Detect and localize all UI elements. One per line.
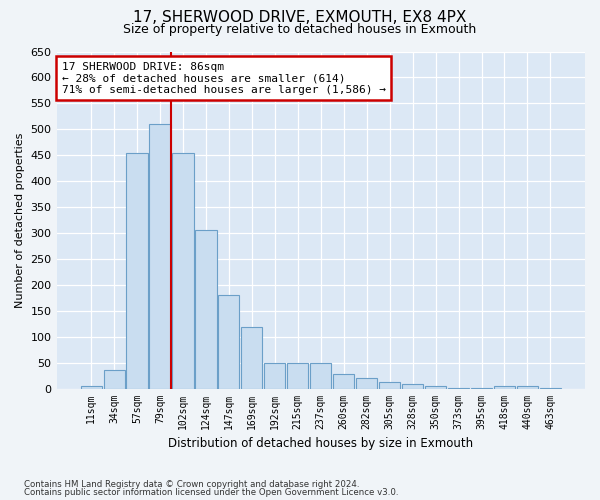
Text: Contains HM Land Registry data © Crown copyright and database right 2024.: Contains HM Land Registry data © Crown c… <box>24 480 359 489</box>
Text: 17, SHERWOOD DRIVE, EXMOUTH, EX8 4PX: 17, SHERWOOD DRIVE, EXMOUTH, EX8 4PX <box>133 10 467 25</box>
Text: Contains public sector information licensed under the Open Government Licence v3: Contains public sector information licen… <box>24 488 398 497</box>
Y-axis label: Number of detached properties: Number of detached properties <box>15 132 25 308</box>
Bar <box>333 374 354 388</box>
Bar <box>149 124 170 388</box>
Bar <box>196 230 217 388</box>
Bar <box>402 384 423 388</box>
Bar <box>287 362 308 388</box>
Bar <box>379 382 400 388</box>
Bar <box>494 386 515 388</box>
Bar <box>127 152 148 388</box>
Bar <box>104 370 125 388</box>
Bar <box>517 386 538 388</box>
Text: Size of property relative to detached houses in Exmouth: Size of property relative to detached ho… <box>124 22 476 36</box>
Bar <box>241 328 262 388</box>
Text: 17 SHERWOOD DRIVE: 86sqm
← 28% of detached houses are smaller (614)
71% of semi-: 17 SHERWOOD DRIVE: 86sqm ← 28% of detach… <box>62 62 386 95</box>
Bar <box>425 386 446 388</box>
Bar <box>356 378 377 388</box>
Bar <box>80 386 101 388</box>
Bar <box>310 362 331 388</box>
X-axis label: Distribution of detached houses by size in Exmouth: Distribution of detached houses by size … <box>168 437 473 450</box>
Bar <box>218 295 239 388</box>
Bar <box>172 152 194 388</box>
Bar <box>264 362 286 388</box>
